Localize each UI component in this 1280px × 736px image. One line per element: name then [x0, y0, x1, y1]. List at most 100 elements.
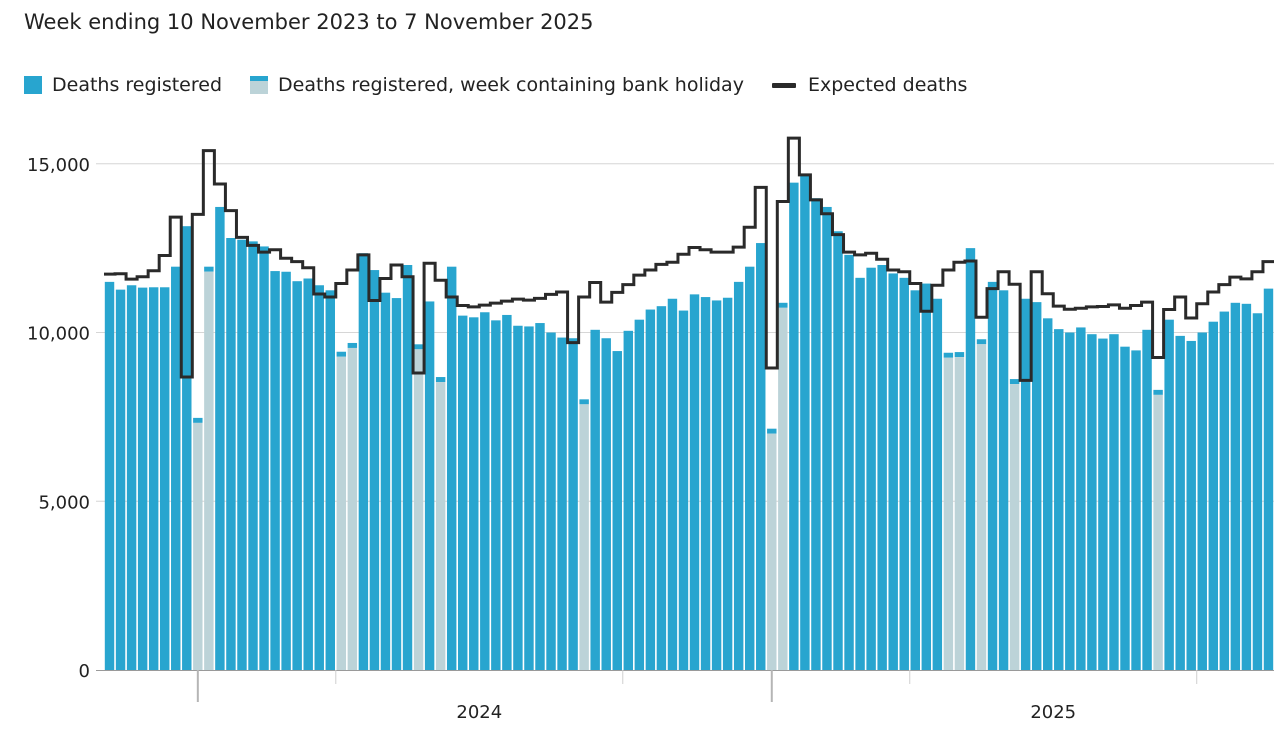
- bar-23: [358, 253, 369, 670]
- bar-4: [148, 287, 159, 670]
- bar-79-bank-holiday-top: [976, 339, 987, 345]
- bar-22: [347, 347, 358, 670]
- bar-71: [888, 273, 898, 670]
- bar-73: [910, 290, 920, 670]
- bar-77: [954, 357, 965, 670]
- bar-12: [237, 239, 247, 670]
- bar-84: [1031, 302, 1042, 670]
- bar-14: [259, 246, 269, 670]
- bar-100: [1208, 321, 1219, 670]
- bar-43-bank-holiday-top: [579, 399, 589, 405]
- legend-swatch-bank-holiday: [250, 76, 268, 94]
- legend-item-expected-deaths[interactable]: Expected deaths: [771, 74, 967, 96]
- bar-97: [1175, 335, 1185, 670]
- bar-92: [1120, 346, 1130, 670]
- bar-95: [1153, 394, 1163, 670]
- chart-subtitle: Week ending 10 November 2023 to 7 Novemb…: [24, 10, 594, 34]
- bar-66: [833, 231, 843, 670]
- bar-19: [314, 285, 324, 670]
- bar-61: [778, 307, 788, 670]
- bar-90: [1098, 338, 1108, 670]
- expected-deaths-line: [104, 136, 1274, 382]
- bar-93: [1131, 350, 1141, 670]
- bar-0: [104, 281, 115, 670]
- bar-55: [711, 300, 722, 670]
- bar-48: [634, 319, 645, 670]
- bar-5: [159, 287, 170, 670]
- bar-61-bank-holiday-top: [778, 302, 788, 308]
- bar-53: [689, 294, 700, 670]
- y-tick-label-0: 0: [79, 661, 90, 682]
- bar-81: [998, 290, 1009, 670]
- bar-67: [844, 254, 854, 670]
- bar-85: [1043, 318, 1053, 670]
- bar-89: [1087, 334, 1097, 670]
- bar-70: [877, 265, 887, 670]
- bar-91: [1109, 334, 1119, 670]
- legend-item-deaths-registered[interactable]: Deaths registered: [24, 74, 222, 96]
- bar-60-bank-holiday-top: [767, 428, 777, 434]
- bar-52: [678, 310, 689, 670]
- x-axis: 2024 2025: [96, 670, 1274, 723]
- bar-44: [590, 329, 600, 670]
- bar-34: [480, 312, 490, 670]
- bar-76-bank-holiday-top: [943, 352, 954, 358]
- bar-74: [921, 283, 932, 670]
- bar-83: [1020, 298, 1031, 670]
- bar-46: [612, 351, 622, 670]
- bar-28-bank-holiday-top: [413, 344, 424, 350]
- bar-30-bank-holiday-top: [435, 377, 446, 383]
- legend-swatch-expected-deaths: [771, 82, 796, 88]
- bar-75: [932, 298, 943, 670]
- bar-43: [579, 404, 589, 670]
- bar-104: [1252, 313, 1263, 670]
- bar-105: [1263, 288, 1274, 670]
- bar-37: [513, 325, 523, 670]
- bar-80: [987, 281, 998, 670]
- bar-13: [248, 241, 258, 670]
- bar-88: [1076, 327, 1086, 670]
- bar-38: [524, 326, 534, 670]
- bar-76: [943, 357, 954, 670]
- bar-32: [458, 315, 468, 670]
- bar-40: [546, 332, 556, 670]
- x-tick-label-2025: 2025: [1030, 702, 1076, 723]
- bar-16: [281, 271, 291, 670]
- legend-item-bank-holiday[interactable]: Deaths registered, week containing bank …: [250, 74, 744, 96]
- bar-42: [568, 338, 578, 670]
- bar-9: [204, 271, 214, 670]
- bar-62: [789, 182, 799, 670]
- bar-95-bank-holiday-top: [1153, 389, 1163, 395]
- bar-47: [623, 330, 634, 670]
- bar-87: [1065, 332, 1075, 670]
- legend-swatch-deaths-registered: [24, 76, 42, 94]
- legend-label-deaths-registered: Deaths registered: [52, 74, 222, 96]
- legend-label-bank-holiday: Deaths registered, week containing bank …: [278, 74, 744, 96]
- bar-69: [866, 267, 876, 670]
- bar-21-bank-holiday-top: [336, 351, 347, 357]
- bar-39: [535, 323, 545, 670]
- bar-26: [391, 298, 402, 670]
- bar-58: [744, 266, 755, 670]
- bar-101: [1219, 311, 1230, 670]
- bar-102: [1230, 302, 1241, 670]
- bar-59: [756, 243, 766, 670]
- bar-24: [369, 270, 380, 670]
- bar-31: [446, 266, 457, 670]
- bar-10: [215, 206, 225, 670]
- bar-41: [557, 337, 567, 670]
- bar-8-bank-holiday-top: [193, 417, 203, 423]
- bar-17: [292, 281, 302, 670]
- y-tick-label-3: 15,000: [27, 155, 90, 176]
- bar-49: [645, 309, 656, 670]
- bar-15: [270, 271, 280, 670]
- bars: [104, 174, 1274, 671]
- bar-45: [601, 338, 611, 670]
- bar-98: [1186, 340, 1196, 670]
- bar-56: [722, 297, 733, 670]
- bar-57: [733, 281, 744, 670]
- bar-65: [822, 206, 832, 670]
- bar-35: [491, 320, 501, 670]
- bar-22-bank-holiday-top: [347, 342, 358, 348]
